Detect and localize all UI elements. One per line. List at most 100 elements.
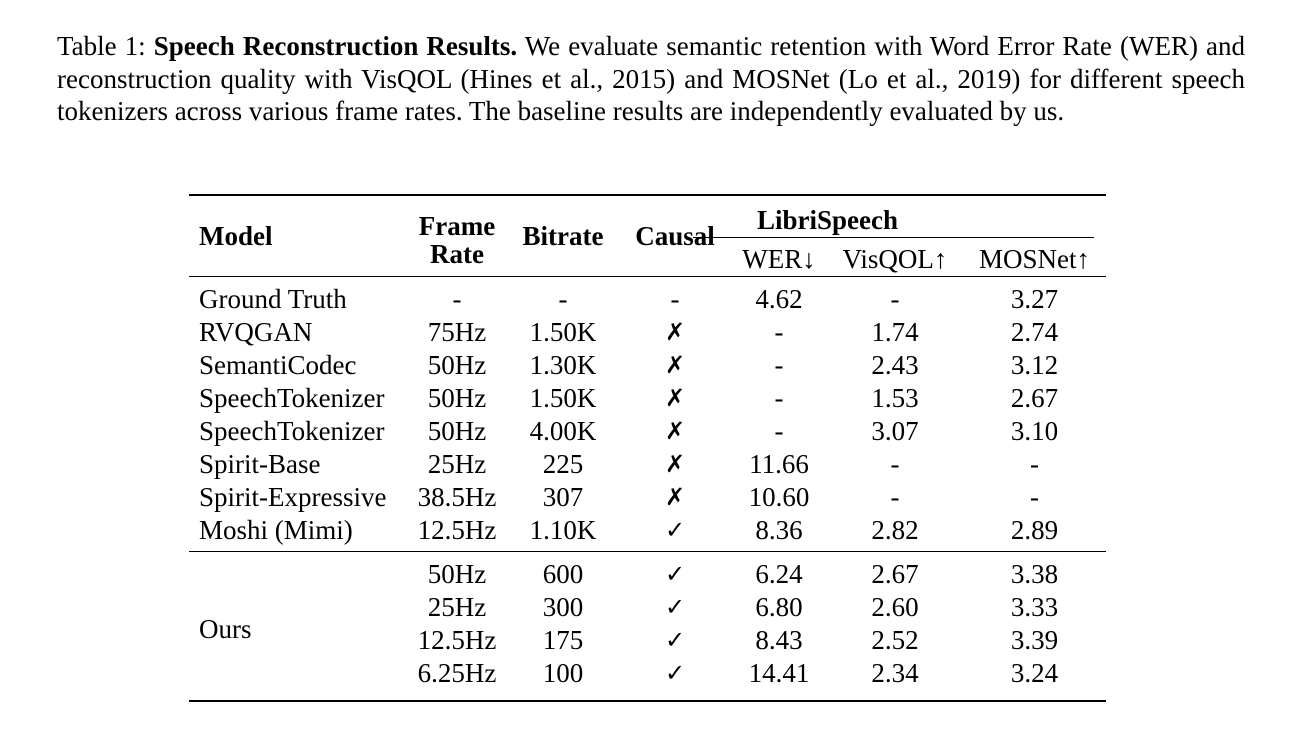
cell-visqol: 2.60 (871, 592, 919, 622)
cell-bitrate: - (558, 284, 568, 314)
cell-mosnet: 2.74 (1010, 317, 1059, 347)
header-librispeech-group: LibriSpeech (693, 195, 1106, 243)
header-wer: WER↓ (742, 244, 816, 274)
cell-wer: 6.24 (755, 559, 803, 589)
cell-frame-rate: 75Hz (427, 317, 487, 347)
table-row: Spirit-Base 25Hz 225 ✗ 11.66 - - (189, 448, 1106, 481)
cell-visqol: 2.67 (871, 559, 919, 589)
cell-causal: ✓ (664, 593, 686, 621)
header-row-2: WER↓ VisQOL↑ MOSNet↑ (189, 243, 1106, 277)
table-row: SpeechTokenizer 50Hz 1.50K ✗ - 1.53 2.67 (189, 382, 1106, 415)
table-caption: Table 1: Speech Reconstruction Results. … (57, 30, 1245, 128)
cell-causal: ✗ (664, 450, 686, 478)
header-visqol: VisQOL↑ (842, 244, 948, 274)
table-row: 12.5Hz 175 ✓ 8.43 2.52 3.39 (189, 624, 1106, 657)
cell-model: SpeechTokenizer (199, 416, 385, 446)
header-frame-rate-line2: Rate (430, 239, 484, 269)
cell-wer: 4.62 (755, 284, 803, 314)
cell-visqol: 1.53 (871, 383, 919, 413)
cell-causal: ✓ (664, 626, 686, 654)
cell-model-ours: Ours (189, 551, 407, 702)
cell-mosnet: 3.38 (1010, 559, 1059, 589)
cell-causal: ✓ (664, 560, 686, 588)
cell-mosnet: 3.12 (1010, 350, 1059, 380)
table-row: Moshi (Mimi) 12.5Hz 1.10K ✓ 8.36 2.82 2.… (189, 514, 1106, 552)
cell-frame-rate: - (452, 284, 462, 314)
cell-bitrate: 307 (542, 482, 584, 512)
cell-mosnet: - (1030, 482, 1039, 512)
cell-visqol: - (890, 482, 900, 512)
header-row-1: Model Frame Rate Bitrate Causal LibriSpee… (189, 195, 1106, 268)
table-row: Ours 50Hz 600 ✓ 6.24 2.67 3.38 (189, 551, 1106, 702)
caption-title: Speech Reconstruction Results. (153, 31, 518, 61)
cell-wer: 10.60 (748, 482, 810, 512)
table-row: 25Hz 300 ✓ 6.80 2.60 3.33 (189, 591, 1106, 624)
cell-causal: ✗ (664, 417, 686, 445)
cell-mosnet: 3.39 (1010, 625, 1059, 655)
cell-bitrate: 100 (542, 658, 584, 688)
cell-bitrate: 1.30K (529, 350, 597, 380)
cell-model: Moshi (Mimi) (199, 515, 353, 545)
cell-frame-rate: 25Hz (427, 592, 487, 622)
header-frame-rate-line1: Frame (418, 211, 496, 241)
cell-bitrate: 175 (542, 625, 584, 655)
header-bitrate: Bitrate (522, 220, 604, 251)
baseline-rows: Ground Truth - - - 4.62 - 3.27 RVQGAN 75… (189, 276, 1106, 552)
cell-bitrate: 600 (542, 559, 584, 589)
cell-frame-rate: 50Hz (427, 416, 487, 446)
cell-visqol: 2.34 (871, 658, 919, 688)
cell-model: RVQGAN (199, 317, 313, 347)
cell-causal: - (670, 284, 680, 314)
cell-model: Spirit-Expressive (199, 482, 387, 512)
cell-model: SpeechTokenizer (199, 383, 385, 413)
cell-wer: - (774, 416, 784, 446)
cell-wer: - (774, 317, 784, 347)
cell-visqol: 2.82 (871, 515, 919, 545)
header-librispeech: LibriSpeech (693, 204, 1094, 238)
table-row: Ground Truth - - - 4.62 - 3.27 (189, 276, 1106, 317)
cell-bitrate: 4.00K (529, 416, 597, 446)
cell-mosnet: 2.89 (1010, 515, 1059, 545)
caption-body: We evaluate semantic retention with Word… (57, 31, 1246, 126)
caption-prefix: Table 1: (57, 31, 154, 61)
cell-frame-rate: 50Hz (427, 350, 487, 380)
cell-mosnet: - (1030, 449, 1039, 479)
cell-model: Spirit-Base (199, 449, 321, 479)
cell-frame-rate: 38.5Hz (417, 482, 497, 512)
cell-wer: - (774, 383, 784, 413)
header-causal: Causal (635, 220, 715, 251)
header-mosnet: MOSNet↑ (978, 244, 1090, 274)
table-row: 6.25Hz 100 ✓ 14.41 2.34 3.24 (189, 657, 1106, 701)
header-frame-rate: Frame Rate (407, 195, 507, 277)
table-row: SpeechTokenizer 50Hz 4.00K ✗ - 3.07 3.10 (189, 415, 1106, 448)
cell-wer: 8.43 (755, 625, 803, 655)
cell-mosnet: 3.10 (1010, 416, 1059, 446)
cell-visqol: 3.07 (871, 416, 919, 446)
table-row: Spirit-Expressive 38.5Hz 307 ✗ 10.60 - - (189, 481, 1106, 514)
cell-frame-rate: 6.25Hz (417, 658, 497, 688)
cell-bitrate: 1.10K (529, 515, 597, 545)
cell-wer: 6.80 (755, 592, 803, 622)
cell-visqol: 2.52 (871, 625, 919, 655)
cell-frame-rate: 50Hz (427, 383, 487, 413)
cell-causal: ✗ (664, 384, 686, 412)
cell-frame-rate: 25Hz (427, 449, 487, 479)
cell-visqol: - (890, 284, 900, 314)
results-table-container: Model Frame Rate Bitrate Causal LibriSpee… (189, 194, 1106, 702)
cell-bitrate: 1.50K (529, 383, 597, 413)
results-table: Model Frame Rate Bitrate Causal LibriSpee… (189, 194, 1106, 702)
cell-visqol: 2.43 (871, 350, 919, 380)
cell-visqol: - (890, 449, 900, 479)
ours-rows: Ours 50Hz 600 ✓ 6.24 2.67 3.38 25Hz 300 … (189, 551, 1106, 702)
table-row: SemantiCodec 50Hz 1.30K ✗ - 2.43 3.12 (189, 349, 1106, 382)
cell-model: Ground Truth (199, 284, 347, 314)
cell-causal: ✗ (664, 483, 686, 511)
cell-mosnet: 2.67 (1010, 383, 1059, 413)
cell-causal: ✗ (664, 351, 686, 379)
cell-causal: ✓ (664, 516, 686, 544)
cell-causal: ✓ (664, 659, 686, 687)
cell-bitrate: 300 (542, 592, 584, 622)
cell-frame-rate: 12.5Hz (417, 625, 497, 655)
cell-wer: - (774, 350, 784, 380)
cell-visqol: 1.74 (871, 317, 919, 347)
